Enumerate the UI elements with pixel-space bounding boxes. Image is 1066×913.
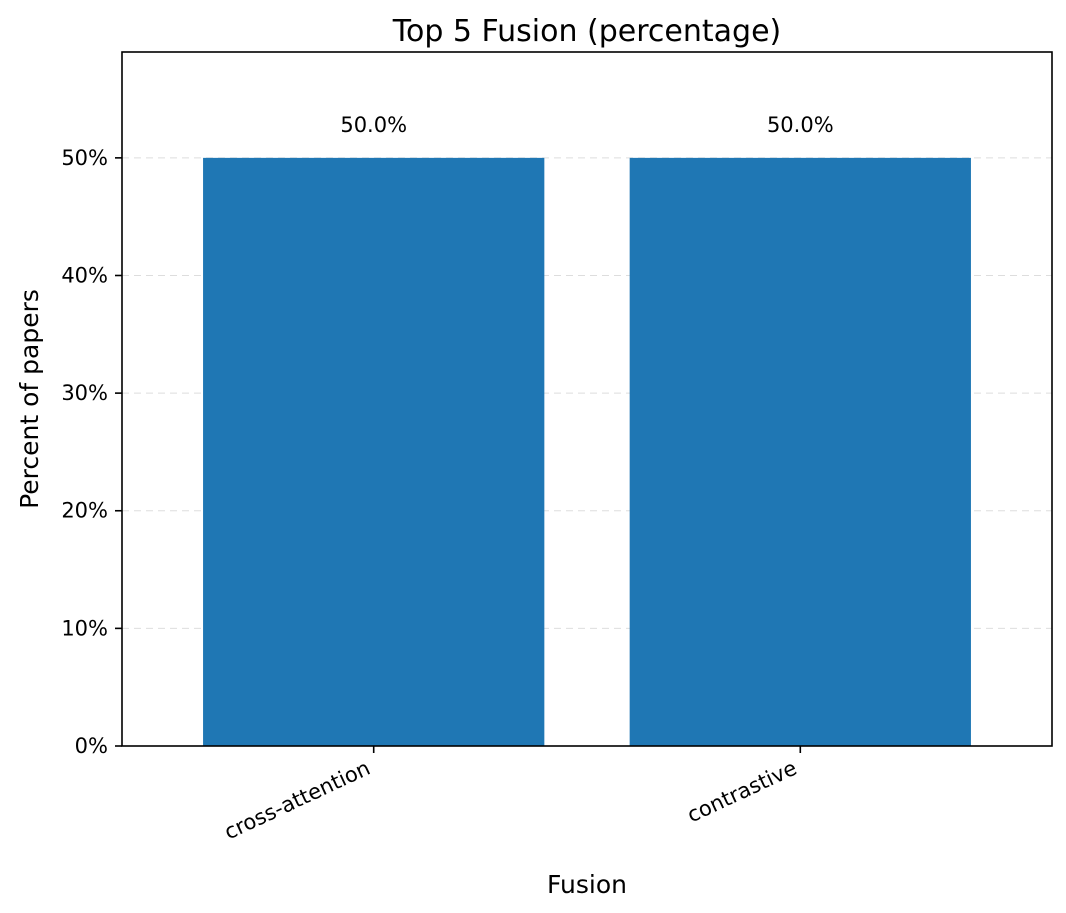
y-tick-label: 20%	[61, 499, 108, 523]
y-tick-label: 0%	[75, 734, 108, 758]
bar	[203, 157, 545, 747]
chart-title: Top 5 Fusion (percentage)	[392, 14, 781, 49]
y-tick-label: 10%	[61, 616, 108, 640]
x-axis-ticks: cross-attention contrastive	[221, 746, 802, 844]
bar	[629, 157, 971, 747]
x-tick-label: contrastive	[684, 756, 801, 828]
bars	[203, 157, 971, 747]
x-tick-label: cross-attention	[221, 756, 374, 844]
x-axis-label: Fusion	[547, 870, 627, 899]
bar-value-label: 50.0%	[767, 113, 834, 137]
bar-value-labels: 50.0% 50.0%	[340, 113, 833, 137]
y-tick-label: 40%	[61, 263, 108, 287]
bar-value-label: 50.0%	[340, 113, 407, 137]
y-tick-label: 50%	[61, 146, 108, 170]
y-axis-label: Percent of papers	[15, 289, 44, 509]
plot-frame	[121, 51, 1053, 747]
y-axis-ticks: 0% 10% 20% 30% 40% 50%	[61, 146, 122, 758]
y-tick-label: 30%	[61, 381, 108, 405]
